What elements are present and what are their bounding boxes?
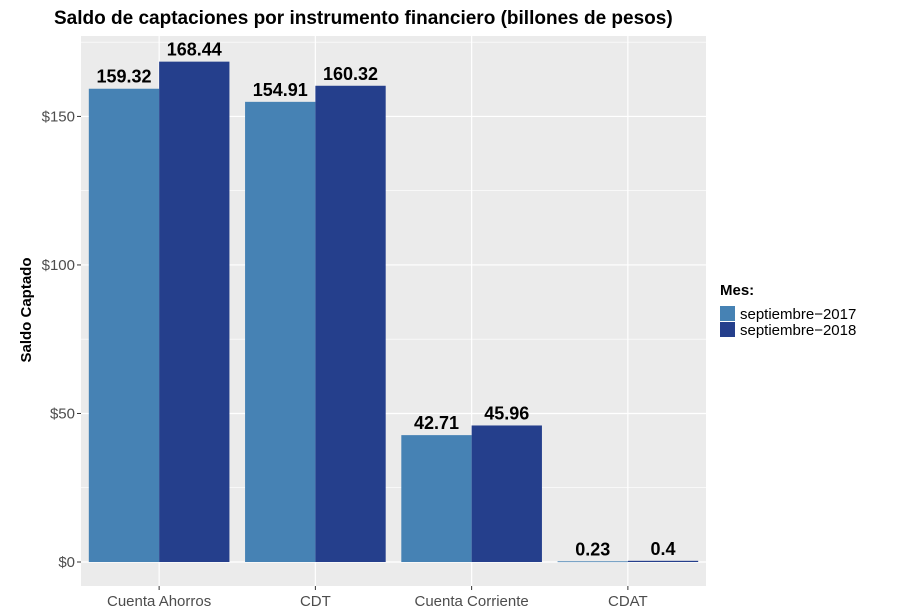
bar bbox=[557, 561, 628, 563]
data-label: 0.4 bbox=[651, 539, 676, 559]
bar bbox=[88, 88, 160, 562]
data-label: 45.96 bbox=[484, 403, 529, 423]
y-tick-label: $150 bbox=[42, 108, 75, 125]
legend-swatch bbox=[720, 322, 735, 337]
data-labels-group: 159.32 154.91 42.71 0.23 168.44 160.32 45.96 0.… bbox=[96, 40, 675, 560]
bar bbox=[315, 85, 386, 562]
data-label: 42.71 bbox=[414, 413, 459, 433]
y-tick-label: $50 bbox=[50, 405, 75, 422]
x-tick-label: Cuenta Ahorros bbox=[107, 593, 211, 608]
data-label: 0.23 bbox=[575, 539, 610, 559]
x-tick-label: CDT bbox=[300, 593, 331, 608]
data-label: 154.91 bbox=[253, 80, 308, 100]
data-label: 159.32 bbox=[96, 67, 151, 87]
y-tick-label: $100 bbox=[42, 257, 75, 274]
x-tick-label: Cuenta Corriente bbox=[415, 593, 529, 608]
y-axis-label: Saldo Captado bbox=[18, 257, 35, 362]
bar bbox=[471, 425, 542, 562]
bars-group bbox=[88, 61, 699, 563]
bar bbox=[627, 560, 699, 562]
bar bbox=[159, 61, 230, 562]
legend-title: Mes: bbox=[720, 282, 754, 299]
legend-label: septiembre−2017 bbox=[740, 306, 856, 323]
y-tick-label: $0 bbox=[58, 554, 75, 571]
legend-swatch bbox=[720, 306, 735, 321]
data-label: 160.32 bbox=[323, 64, 378, 84]
legend-label: septiembre−2018 bbox=[740, 322, 856, 339]
bar bbox=[245, 101, 316, 562]
bar bbox=[401, 435, 472, 562]
y-axis-ticks: $0 $50 $100 $150 bbox=[42, 108, 81, 571]
data-label: 168.44 bbox=[167, 40, 222, 60]
x-axis-ticks: Cuenta Ahorros CDT Cuenta Corriente CDAT bbox=[107, 586, 648, 608]
chart-title: Saldo de captaciones por instrumento fin… bbox=[54, 8, 673, 29]
x-tick-label: CDAT bbox=[608, 593, 648, 608]
